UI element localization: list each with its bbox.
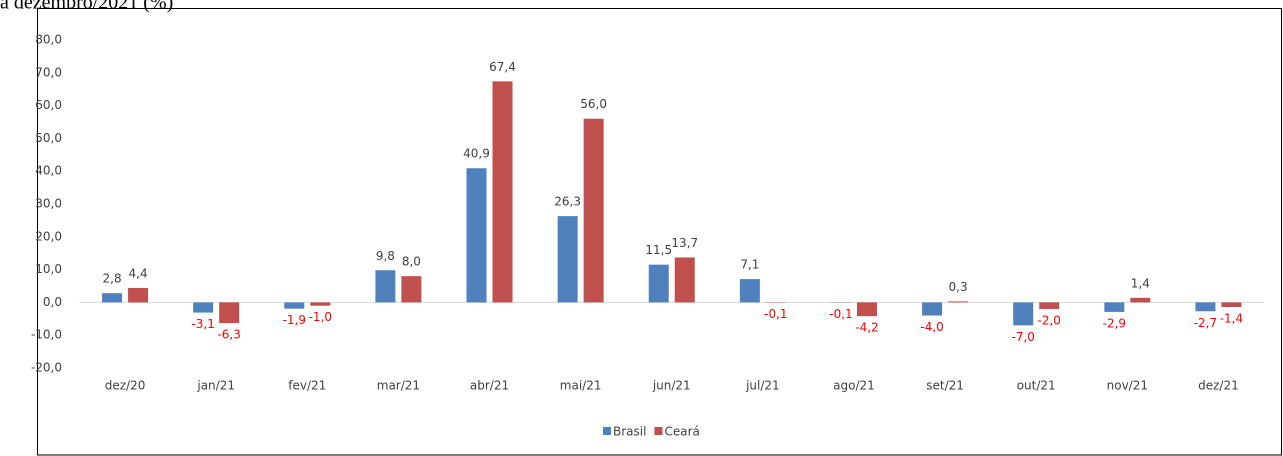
y-tick-label: 40,0	[35, 164, 62, 178]
y-tick-label: 30,0	[35, 197, 62, 211]
x-tick-label: dez/21	[1198, 379, 1239, 393]
data-label: 11,5	[645, 243, 672, 257]
data-label: 9,8	[376, 249, 395, 263]
data-label: 7,1	[740, 258, 759, 272]
data-label: 1,4	[1131, 276, 1150, 290]
data-label: -1,9	[283, 313, 306, 327]
bar	[466, 168, 487, 303]
data-label: -2,9	[1103, 316, 1126, 330]
chart-title: a dezembro/2021 (%)	[0, 0, 173, 14]
chart-frame	[37, 8, 1282, 456]
x-tick-label: jun/21	[652, 379, 691, 393]
y-tick-label: 70,0	[35, 65, 62, 79]
x-tick-label: abr/21	[470, 379, 509, 393]
y-tick-label: 50,0	[35, 131, 62, 145]
bar	[648, 264, 669, 303]
data-label: -1,0	[309, 310, 332, 324]
data-label: 40,9	[463, 147, 490, 161]
bar	[375, 270, 396, 303]
x-tick-label: jul/21	[745, 379, 780, 393]
bar	[492, 81, 513, 303]
legend-swatch	[654, 427, 663, 435]
data-label: -4,2	[855, 321, 878, 335]
y-tick-label: -20,0	[31, 361, 62, 375]
bar	[284, 302, 305, 309]
legend-label: Brasil	[613, 425, 646, 439]
data-label: -0,1	[829, 307, 852, 321]
data-label: -2,7	[1194, 316, 1217, 330]
bar	[739, 279, 760, 303]
data-label: 2,8	[103, 272, 122, 286]
data-label: -1,4	[1220, 311, 1243, 325]
y-tick-label: 10,0	[35, 262, 62, 276]
bar	[583, 118, 604, 303]
x-tick-label: nov/21	[1107, 379, 1148, 393]
x-tick-label: set/21	[926, 379, 964, 393]
bar	[1039, 302, 1060, 309]
legend-swatch	[603, 427, 611, 435]
x-tick-label: ago/21	[833, 379, 875, 393]
bar	[948, 301, 969, 303]
bar	[674, 257, 695, 303]
bar	[557, 216, 578, 303]
data-label: -0,1	[764, 307, 787, 321]
x-tick-label: dez/20	[105, 379, 146, 393]
bar	[856, 302, 877, 317]
x-tick-label: out/21	[1017, 379, 1056, 393]
data-label: 13,7	[671, 236, 698, 250]
y-tick-label: 60,0	[35, 98, 62, 112]
bar	[401, 276, 422, 303]
data-label: 0,3	[949, 280, 968, 294]
bar	[922, 302, 943, 316]
bar	[310, 302, 331, 306]
y-tick-label: 0,0	[43, 295, 62, 309]
y-tick-label: 80,0	[35, 33, 62, 47]
x-tick-label: mar/21	[377, 379, 420, 393]
data-label: 4,4	[129, 266, 148, 280]
legend-label: Ceará	[664, 425, 699, 439]
data-label: -2,0	[1038, 313, 1061, 327]
bar	[193, 302, 214, 313]
x-tick-label: fev/21	[288, 379, 326, 393]
bar	[1013, 302, 1034, 326]
data-label: -7,0	[1012, 330, 1035, 344]
bar	[1104, 302, 1125, 312]
x-tick-label: jan/21	[196, 379, 235, 393]
data-label: 56,0	[580, 97, 607, 111]
data-label: 67,4	[489, 60, 516, 74]
bar	[102, 293, 123, 303]
bar	[128, 287, 149, 303]
data-label: -3,1	[191, 317, 214, 331]
bar	[1195, 302, 1216, 312]
bar	[1221, 302, 1242, 307]
bar	[219, 302, 240, 324]
y-tick-label: 20,0	[35, 229, 62, 243]
bar	[1130, 297, 1151, 303]
data-label: -6,3	[217, 328, 240, 342]
y-tick-label: -10,0	[31, 328, 62, 342]
x-tick-label: mai/21	[560, 379, 602, 393]
data-label: -4,0	[920, 320, 943, 334]
data-label: 26,3	[554, 195, 581, 209]
data-label: 8,0	[402, 255, 421, 269]
